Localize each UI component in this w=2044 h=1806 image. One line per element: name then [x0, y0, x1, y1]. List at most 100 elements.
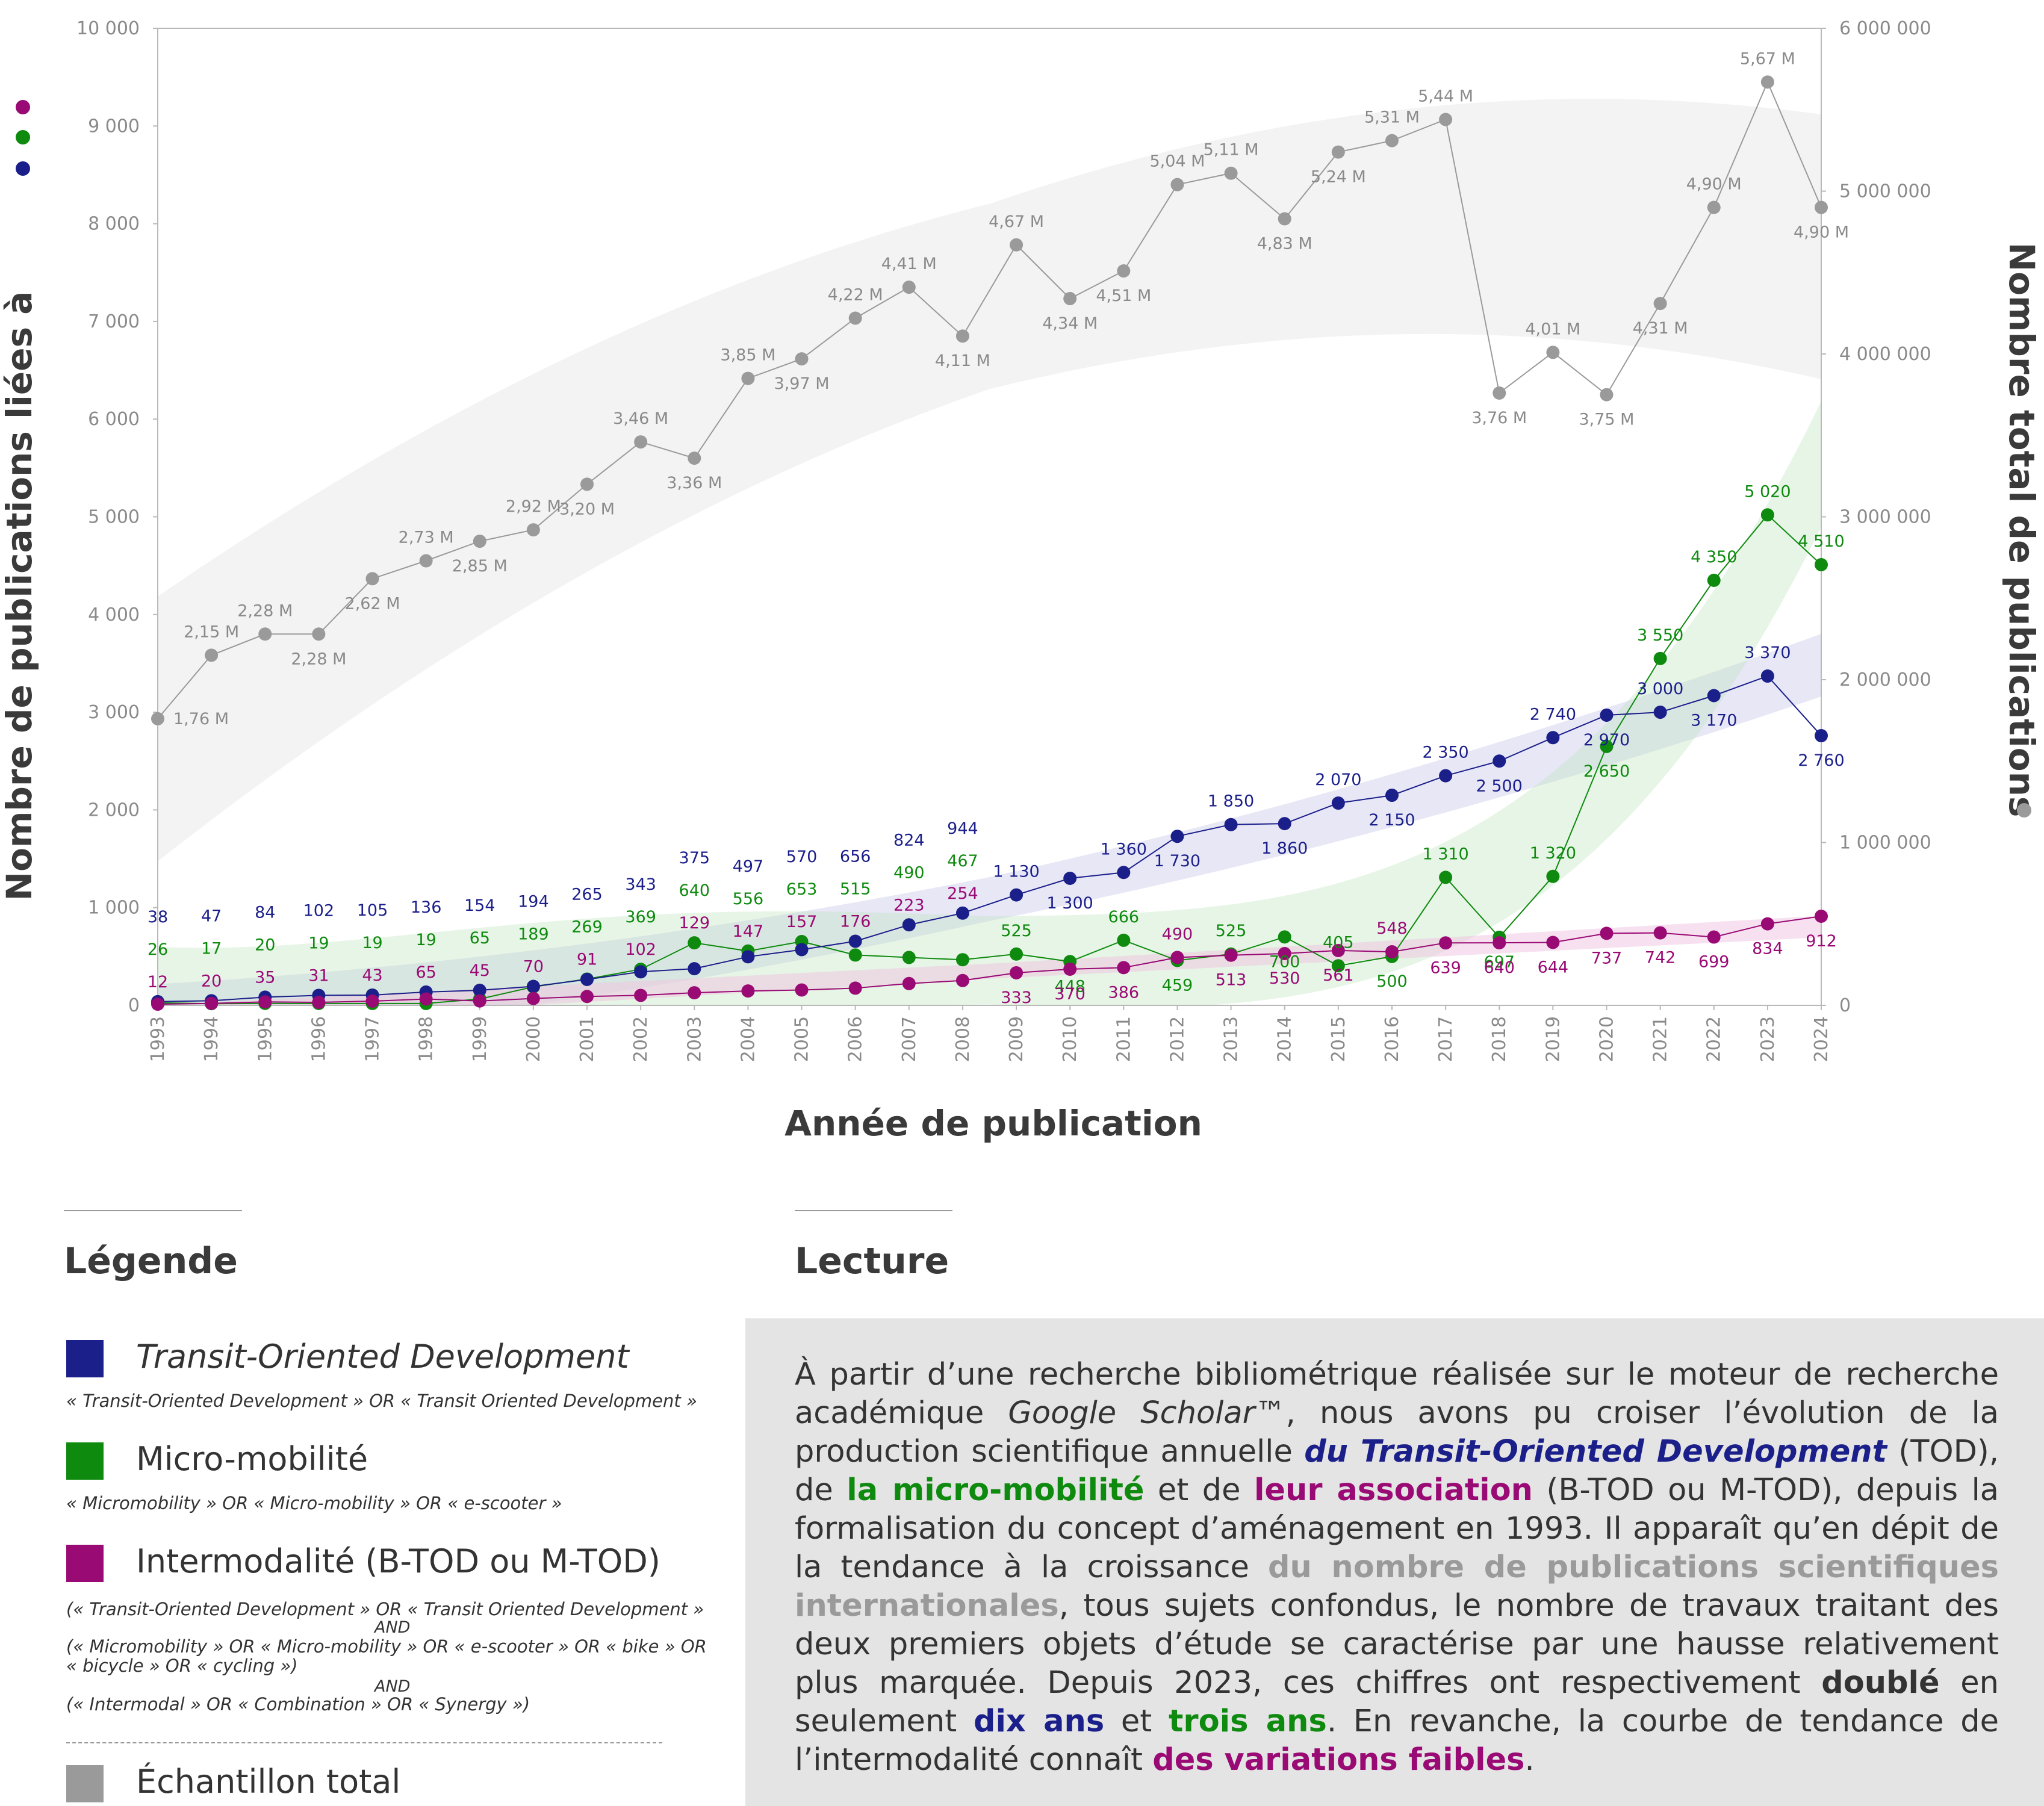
y-left-tick-label: 7 000	[88, 311, 140, 332]
label-total-1994: 2,15 M	[184, 622, 239, 641]
point-tod-2024	[1815, 729, 1828, 743]
point-total-2001	[580, 477, 594, 491]
point-total-2011	[1117, 264, 1131, 278]
label-total-2022: 4,90 M	[1686, 175, 1742, 194]
legend-separator	[64, 1210, 242, 1211]
point-total-2014	[1278, 212, 1291, 226]
label-tod-2023: 3 370	[1744, 644, 1791, 662]
label-total-1998: 2,73 M	[399, 529, 454, 547]
point-inter-1995	[258, 995, 272, 1009]
point-tod-2017	[1439, 769, 1453, 783]
label-inter-2001: 91	[577, 950, 597, 969]
label-inter-2017: 639	[1430, 958, 1461, 977]
point-tod-2004	[741, 950, 755, 964]
point-micro-2024	[1815, 558, 1828, 572]
label-micro-2015: 405	[1323, 933, 1354, 952]
point-micro-2014	[1278, 930, 1291, 944]
point-inter-1996	[312, 995, 326, 1009]
point-total-2008	[955, 329, 969, 343]
point-inter-2014	[1278, 946, 1291, 960]
point-inter-2008	[955, 973, 969, 987]
legend-label-inter: Intermodalité (B-TOD ou M-TOD)	[136, 1542, 660, 1580]
x-tick-label: 2020	[1596, 1016, 1617, 1062]
x-tick-label: 1998	[416, 1016, 437, 1062]
x-tick-label: 2021	[1650, 1016, 1671, 1062]
label-micro-2001: 269	[571, 917, 603, 936]
label-tod-1994: 47	[201, 907, 222, 925]
label-inter-1997: 43	[362, 966, 382, 985]
label-total-2002: 3,46 M	[613, 409, 668, 428]
label-micro-1995: 20	[255, 936, 275, 954]
point-total-1999	[473, 535, 486, 548]
x-tick-label: 2001	[577, 1016, 598, 1062]
label-inter-2018: 640	[1483, 958, 1515, 977]
point-tod-2020	[1600, 708, 1614, 722]
x-tick-label: 2006	[845, 1016, 866, 1062]
label-total-2001: 3,20 M	[559, 500, 615, 518]
y-axis-right-label: Nombre total de publications	[2001, 243, 2042, 818]
label-micro-1997: 19	[362, 934, 382, 952]
x-tick-label: 1995	[255, 1016, 276, 1062]
highlight-micro: la micro-mobilité	[846, 1472, 1145, 1508]
series-line-total	[157, 80, 1822, 719]
label-inter-2008: 254	[947, 884, 978, 903]
point-inter-2001	[580, 990, 594, 1004]
point-total-1993	[151, 712, 164, 725]
label-tod-2009: 1 130	[993, 863, 1039, 881]
label-micro-2008: 467	[947, 852, 978, 870]
trend-band-total	[158, 99, 1821, 861]
label-tod-2021: 3 000	[1637, 680, 1683, 698]
highlight-three-years: trois ans	[1169, 1704, 1327, 1739]
label-total-2008: 4,11 M	[935, 352, 990, 370]
y-left-tick-label: 0	[128, 995, 140, 1016]
label-inter-2015: 561	[1323, 966, 1354, 985]
point-tod-2003	[688, 962, 701, 976]
point-inter-1994	[205, 996, 219, 1010]
label-total-2003: 3,36 M	[666, 474, 722, 492]
point-tod-2015	[1331, 796, 1345, 810]
label-inter-2011: 386	[1108, 983, 1140, 1002]
x-tick-label: 2023	[1757, 1016, 1778, 1062]
label-total-2006: 4,22 M	[828, 285, 883, 304]
legend-and-1: AND	[374, 1618, 411, 1637]
y-right-tick-label: 4 000 000	[1839, 344, 1931, 365]
point-total-2010	[1063, 292, 1077, 306]
label-tod-1995: 84	[255, 903, 275, 922]
legend-dot-tod	[16, 161, 30, 176]
point-total-2023	[1760, 75, 1774, 89]
label-inter-2012: 490	[1162, 925, 1193, 943]
point-total-2012	[1170, 178, 1184, 191]
legend-swatch-total	[66, 1765, 104, 1802]
label-inter-2009: 333	[1001, 988, 1032, 1007]
x-tick-label: 2002	[630, 1016, 651, 1062]
label-tod-2004: 497	[733, 857, 764, 876]
legend-query-inter-3: « bicycle » OR « cycling »)	[66, 1656, 298, 1676]
point-inter-2003	[688, 986, 701, 1000]
point-inter-2009	[1010, 966, 1024, 979]
y-right-tick-label: 1 000 000	[1839, 833, 1931, 854]
label-inter-2002: 102	[625, 940, 656, 959]
x-tick-label: 2019	[1542, 1016, 1564, 1062]
point-micro-2008	[955, 953, 969, 967]
point-inter-2015	[1331, 943, 1345, 957]
point-tod-2019	[1546, 731, 1560, 745]
label-tod-2010: 1 300	[1047, 894, 1093, 913]
lecture-box: À partir d’une recherche bibliométrique …	[745, 1318, 2044, 1806]
publications-chart: 0 1 000 2 000 3 000 4 000 5 000 6 000 7 000 8 00…	[0, 18, 2042, 1144]
x-axis-label: Année de publication	[784, 1103, 1202, 1144]
point-total-1998	[419, 554, 433, 568]
label-micro-2021: 3 550	[1637, 626, 1683, 645]
label-total-2018: 3,76 M	[1471, 409, 1527, 427]
label-inter-2019: 644	[1538, 958, 1569, 976]
point-inter-1999	[473, 994, 486, 1008]
label-micro-1998: 19	[415, 931, 436, 949]
point-tod-2011	[1117, 866, 1131, 880]
label-inter-2014: 530	[1269, 969, 1300, 988]
point-micro-2009	[1010, 947, 1024, 961]
label-total-1996: 2,28 M	[291, 650, 346, 668]
label-micro-2014: 700	[1269, 952, 1300, 971]
point-tod-2014	[1278, 817, 1291, 831]
label-inter-2016: 548	[1376, 919, 1408, 938]
legend-label-total: Échantillon total	[136, 1763, 401, 1801]
point-total-1995	[258, 627, 272, 641]
